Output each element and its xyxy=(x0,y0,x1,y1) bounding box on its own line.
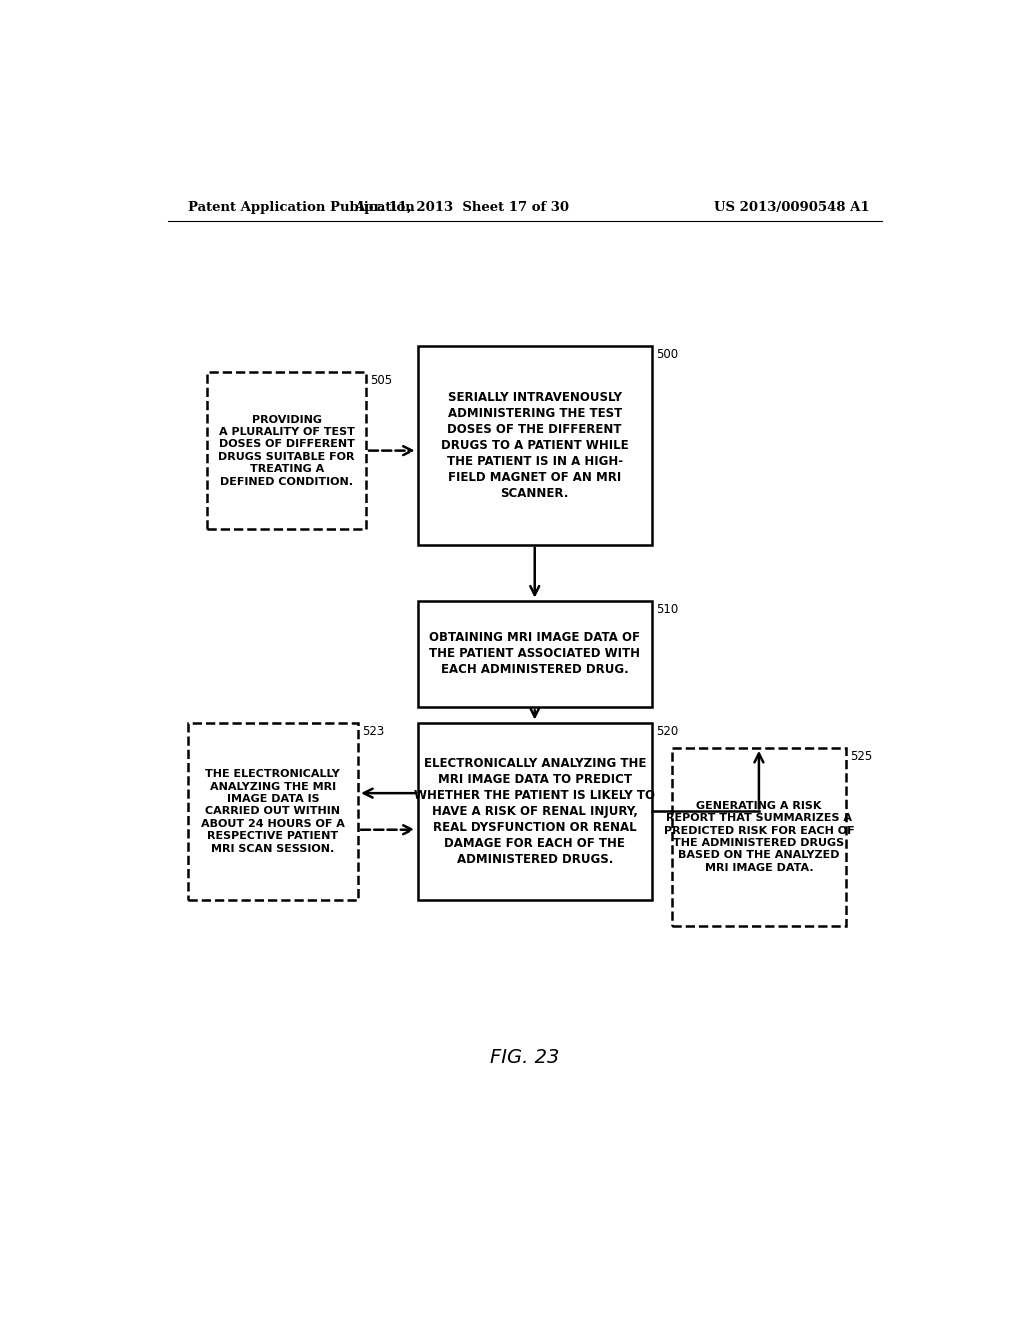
FancyBboxPatch shape xyxy=(418,722,651,900)
Text: GENERATING A RISK
REPORT THAT SUMMARIZES A
PREDICTED RISK FOR EACH OF
THE ADMINI: GENERATING A RISK REPORT THAT SUMMARIZES… xyxy=(664,801,854,873)
FancyBboxPatch shape xyxy=(418,346,651,545)
Text: FIG. 23: FIG. 23 xyxy=(490,1048,559,1068)
Text: PROVIDING
A PLURALITY OF TEST
DOSES OF DIFFERENT
DRUGS SUITABLE FOR
TREATING A
D: PROVIDING A PLURALITY OF TEST DOSES OF D… xyxy=(218,414,355,487)
FancyBboxPatch shape xyxy=(418,601,651,708)
Text: US 2013/0090548 A1: US 2013/0090548 A1 xyxy=(715,201,870,214)
Text: 520: 520 xyxy=(655,725,678,738)
Text: 505: 505 xyxy=(370,374,392,387)
Text: 525: 525 xyxy=(850,750,872,763)
Text: Patent Application Publication: Patent Application Publication xyxy=(187,201,415,214)
Text: Apr. 11, 2013  Sheet 17 of 30: Apr. 11, 2013 Sheet 17 of 30 xyxy=(354,201,568,214)
Text: 523: 523 xyxy=(362,725,384,738)
FancyBboxPatch shape xyxy=(187,722,358,900)
FancyBboxPatch shape xyxy=(207,372,367,529)
FancyBboxPatch shape xyxy=(672,748,846,925)
Text: 510: 510 xyxy=(655,602,678,615)
Text: THE ELECTRONICALLY
ANALYZING THE MRI
IMAGE DATA IS
CARRIED OUT WITHIN
ABOUT 24 H: THE ELECTRONICALLY ANALYZING THE MRI IMA… xyxy=(201,770,345,854)
Text: ELECTRONICALLY ANALYZING THE
MRI IMAGE DATA TO PREDICT
WHETHER THE PATIENT IS LI: ELECTRONICALLY ANALYZING THE MRI IMAGE D… xyxy=(415,756,655,866)
Text: OBTAINING MRI IMAGE DATA OF
THE PATIENT ASSOCIATED WITH
EACH ADMINISTERED DRUG.: OBTAINING MRI IMAGE DATA OF THE PATIENT … xyxy=(429,631,640,676)
Text: 500: 500 xyxy=(655,348,678,362)
Text: SERIALLY INTRAVENOUSLY
ADMINISTERING THE TEST
DOSES OF THE DIFFERENT
DRUGS TO A : SERIALLY INTRAVENOUSLY ADMINISTERING THE… xyxy=(441,391,629,500)
